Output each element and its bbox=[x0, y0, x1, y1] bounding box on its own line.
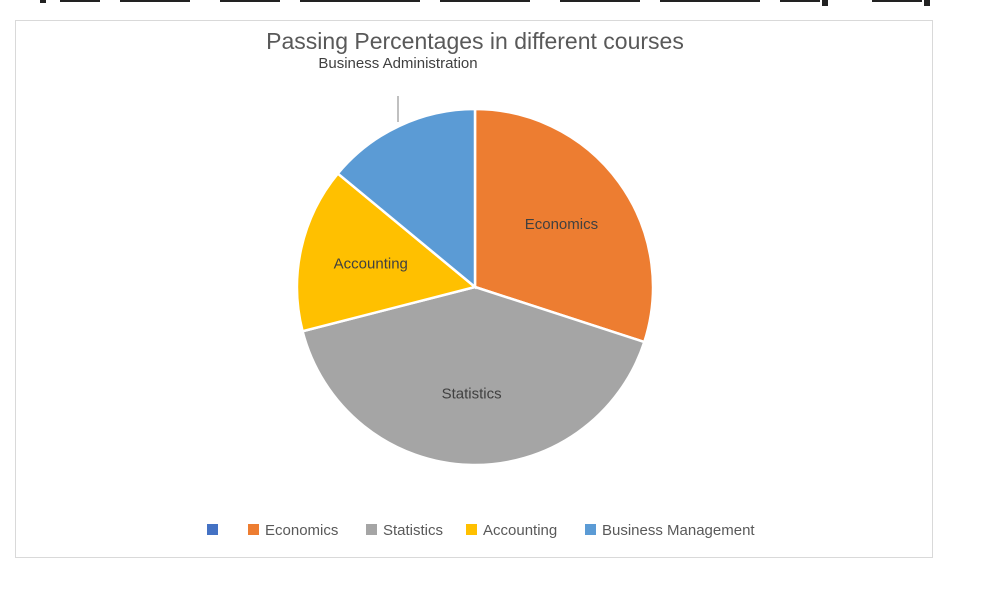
legend-label-accounting: Accounting bbox=[483, 522, 557, 539]
pie-slice-statistics bbox=[301, 285, 646, 467]
legend-swatch-blank bbox=[207, 524, 218, 535]
legend-swatch-economics bbox=[248, 524, 259, 535]
legend-swatch-business-management bbox=[585, 524, 596, 535]
chart-area: Passing Percentages in different courses… bbox=[15, 20, 933, 558]
legend-swatch-statistics bbox=[366, 524, 377, 535]
cropped-text-glyphs bbox=[40, 0, 930, 6]
pie-slices bbox=[295, 107, 655, 467]
legend-label-business-management: Business Management bbox=[602, 522, 755, 539]
data-label-statistics: Statistics bbox=[442, 386, 502, 403]
pie-chart: Passing Percentages in different courses… bbox=[207, 28, 755, 539]
data-label-blank-outside: Business Administration bbox=[318, 55, 477, 72]
legend: Economics Statistics Accounting Business Ma… bbox=[207, 522, 755, 539]
legend-swatch-accounting bbox=[466, 524, 477, 535]
pie-slice-business-management bbox=[336, 107, 477, 290]
cropped-body-text bbox=[0, 0, 981, 12]
pie-slice-accounting bbox=[295, 171, 478, 333]
legend-label-economics: Economics bbox=[265, 522, 338, 539]
legend-label-statistics: Statistics bbox=[383, 522, 443, 539]
pie-data-labels: Business Administration Economics Statisti… bbox=[318, 55, 598, 403]
data-label-accounting: Accounting bbox=[334, 256, 408, 273]
data-label-economics: Economics bbox=[525, 216, 598, 233]
chart-title: Passing Percentages in different courses bbox=[266, 28, 684, 54]
pie-slice-economics bbox=[473, 107, 655, 344]
